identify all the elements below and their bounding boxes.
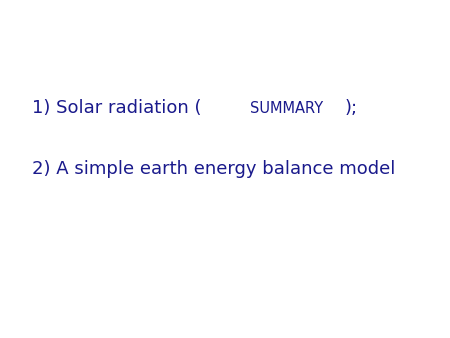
Text: SUMMARY: SUMMARY bbox=[250, 101, 324, 116]
Text: );: ); bbox=[345, 99, 358, 117]
Text: 1) Solar radiation (: 1) Solar radiation ( bbox=[32, 99, 201, 117]
Text: 2) A simple earth energy balance model: 2) A simple earth energy balance model bbox=[32, 160, 395, 178]
